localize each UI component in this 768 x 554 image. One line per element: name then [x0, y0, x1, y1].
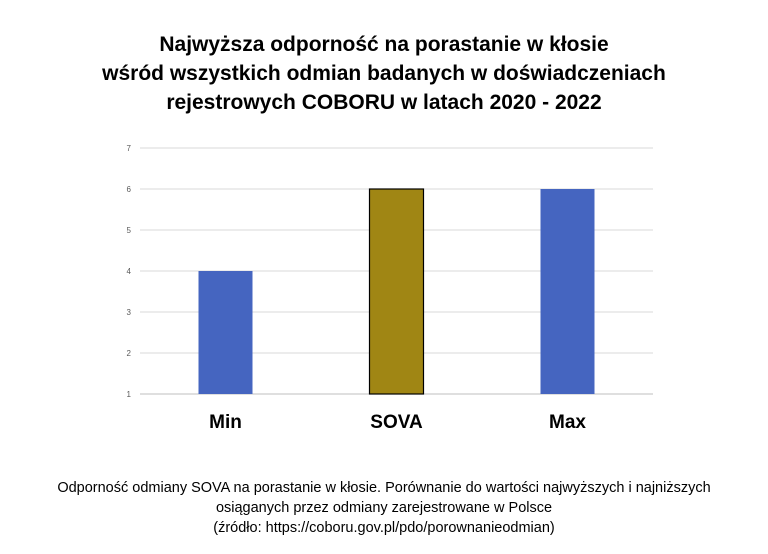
x-category-label: Max	[549, 412, 586, 433]
bar-sova	[368, 188, 425, 395]
caption-line-3: (źródło: https://coboru.gov.pl/pdo/porow…	[213, 520, 555, 536]
y-tick-label: 6	[127, 185, 132, 194]
caption-line-2: osiąganych przez odmiany zarejestrowane …	[215, 500, 553, 516]
chart-caption: Odporność odmiany SOVA na porastanie w k…	[0, 478, 768, 538]
y-tick-label: 3	[127, 308, 132, 317]
caption-line-1: Odporność odmiany SOVA na porastanie w k…	[57, 480, 711, 496]
chart-title-line-3: rejestrowych COBORU w latach 2020 - 2022	[166, 91, 602, 114]
y-tick-label: 1	[127, 390, 132, 399]
y-tick-label: 7	[127, 144, 132, 153]
bars	[198, 188, 595, 395]
chart-title-line-1: Najwyższa odporność na porastanie w kłos…	[159, 33, 609, 56]
x-category-label: Min	[209, 412, 242, 433]
bar-max	[540, 189, 595, 394]
x-axis-category-labels: Min SOVA Max	[209, 412, 586, 433]
bar-min	[198, 271, 253, 394]
y-tick-label: 5	[127, 226, 132, 235]
y-tick-label: 2	[127, 349, 132, 358]
chart-title: Najwyższa odporność na porastanie w kłos…	[0, 30, 768, 117]
chart-title-line-2: wśród wszystkich odmian badanych w doświ…	[102, 62, 666, 85]
y-axis-tick-labels: 1 2 3 4 5 6 7	[127, 144, 132, 399]
x-category-label: SOVA	[370, 412, 423, 433]
y-tick-label: 4	[127, 267, 132, 276]
